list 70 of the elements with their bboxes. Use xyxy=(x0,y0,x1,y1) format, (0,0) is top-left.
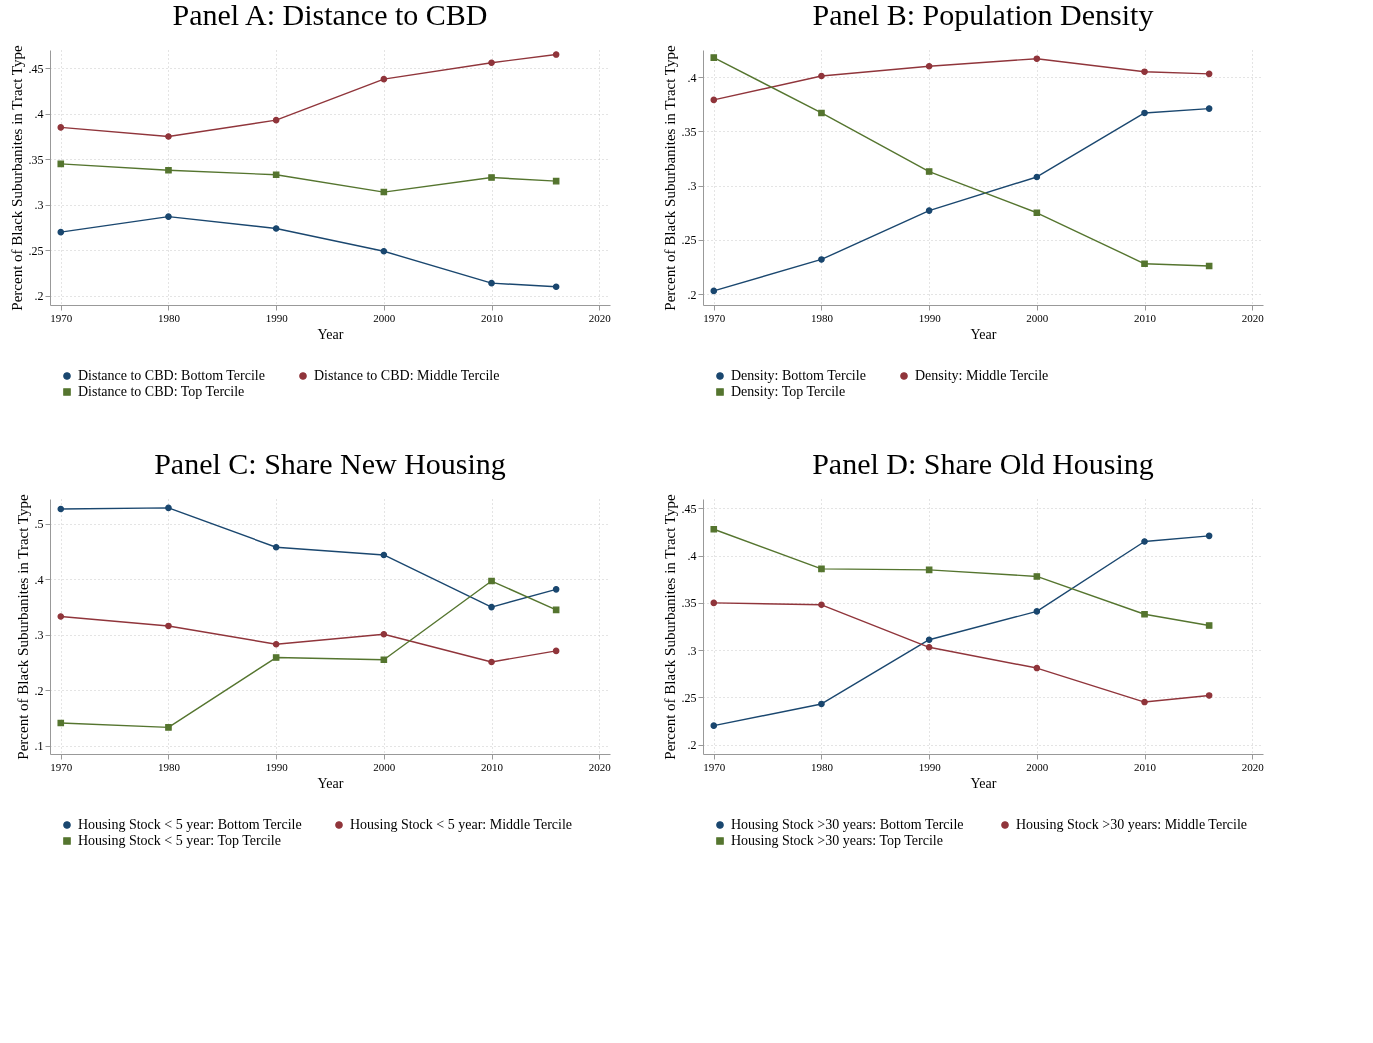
y-tick-label: .25 xyxy=(681,233,697,248)
x-tick-label: 2000 xyxy=(1026,311,1049,324)
y-axis-title: Percent of Black Suburbanites in Tract Type xyxy=(14,494,31,760)
legend-label: Housing Stock < 5 year: Top Tercile xyxy=(78,833,281,848)
x-tick-label: 2020 xyxy=(1241,311,1265,324)
y-axis-title: Percent of Black Suburbanites in Tract Type xyxy=(661,45,678,311)
legend-label: Housing Stock < 5 year: Middle Tercile xyxy=(350,817,573,832)
x-tick-label: 1970 xyxy=(50,311,73,324)
legend-label: Density: Middle Tercile xyxy=(915,368,1049,383)
x-tick-label: 1970 xyxy=(703,311,726,324)
legend-label: Housing Stock >30 years: Top Tercile xyxy=(731,833,943,848)
x-tick-label: 1980 xyxy=(157,760,181,773)
y-tick-label: .5 xyxy=(34,517,44,532)
x-axis-title: Year xyxy=(970,775,997,791)
x-tick-label: 2000 xyxy=(373,311,396,324)
y-tick-label: .2 xyxy=(34,683,44,698)
y-tick-label: .25 xyxy=(681,690,697,705)
y-tick-label: .3 xyxy=(687,179,697,194)
y-tick-label: .35 xyxy=(681,596,697,611)
legend-label: Density: Bottom Tercile xyxy=(731,368,866,383)
y-tick-label: .1 xyxy=(34,739,44,754)
legend-label: Density: Top Tercile xyxy=(731,384,846,399)
y-tick-label: .45 xyxy=(28,61,44,76)
y-tick-label: .3 xyxy=(34,628,44,643)
x-tick-label: 1990 xyxy=(918,760,942,773)
chart-title: Panel A: Distance to CBD xyxy=(172,0,488,31)
x-axis-title: Year xyxy=(317,326,344,342)
x-tick-label: 2010 xyxy=(481,760,504,773)
x-tick-label: 1980 xyxy=(810,760,834,773)
y-tick-label: .45 xyxy=(681,501,697,516)
chart-title: Panel C: Share New Housing xyxy=(154,446,506,480)
x-tick-label: 1990 xyxy=(265,760,289,773)
legend-label: Distance to CBD: Bottom Tercile xyxy=(78,368,265,383)
x-tick-label: 1980 xyxy=(810,311,834,324)
y-axis-title: Percent of Black Suburbanites in Tract Type xyxy=(8,45,25,311)
chart-title: Panel B: Population Density xyxy=(812,0,1154,31)
y-tick-label: .2 xyxy=(687,738,697,753)
x-axis-title: Year xyxy=(317,775,344,791)
x-axis-title: Year xyxy=(970,326,997,342)
y-axis-title: Percent of Black Suburbanites in Tract Type xyxy=(661,494,678,760)
x-tick-label: 2020 xyxy=(588,760,612,773)
x-tick-label: 2010 xyxy=(1134,311,1157,324)
y-tick-label: .3 xyxy=(34,198,44,213)
y-tick-label: .4 xyxy=(34,107,44,122)
y-tick-label: .35 xyxy=(28,152,44,167)
legend-label: Distance to CBD: Middle Tercile xyxy=(314,368,500,383)
x-tick-label: 2010 xyxy=(1134,760,1157,773)
x-tick-label: 1970 xyxy=(50,760,73,773)
x-tick-label: 1990 xyxy=(918,311,942,324)
x-tick-label: 2020 xyxy=(1241,760,1265,773)
x-tick-label: 1990 xyxy=(265,311,289,324)
y-tick-label: .35 xyxy=(681,124,697,139)
y-tick-label: .2 xyxy=(34,289,44,304)
y-tick-label: .4 xyxy=(687,70,697,85)
x-tick-label: 2010 xyxy=(481,311,504,324)
y-tick-label: .4 xyxy=(34,572,44,587)
x-tick-label: 2000 xyxy=(373,760,396,773)
chart-title: Panel D: Share Old Housing xyxy=(812,446,1154,480)
legend-label: Distance to CBD: Top Tercile xyxy=(78,384,245,399)
legend-label: Housing Stock < 5 year: Bottom Tercile xyxy=(78,817,302,832)
y-tick-label: .25 xyxy=(28,243,44,258)
y-tick-label: .4 xyxy=(687,549,697,564)
legend-label: Housing Stock >30 years: Middle Tercile xyxy=(1016,817,1248,832)
y-tick-label: .3 xyxy=(687,643,697,658)
y-tick-label: .2 xyxy=(687,287,697,302)
x-tick-label: 2020 xyxy=(588,311,612,324)
x-tick-label: 1970 xyxy=(703,760,726,773)
x-tick-label: 1980 xyxy=(157,311,181,324)
legend-label: Housing Stock >30 years: Bottom Tercile xyxy=(731,817,964,832)
x-tick-label: 2000 xyxy=(1026,760,1049,773)
